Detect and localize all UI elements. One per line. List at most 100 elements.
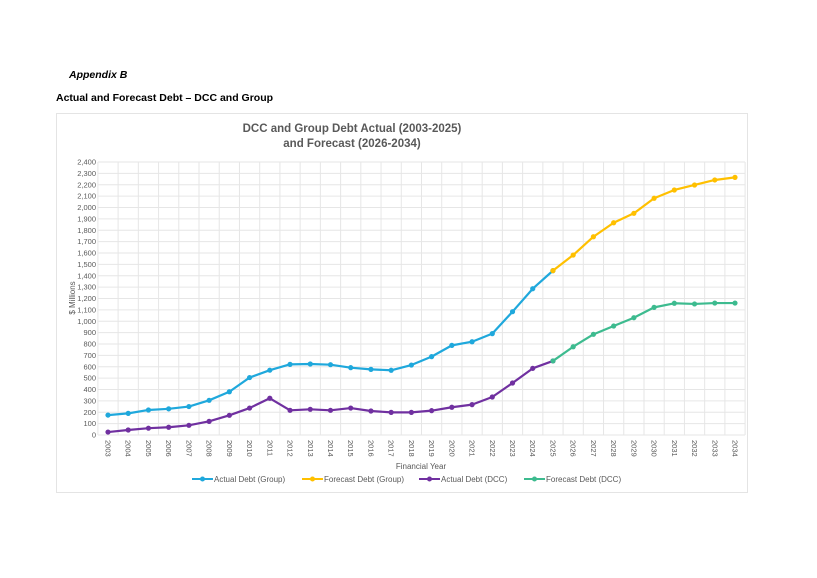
data-point xyxy=(469,339,475,345)
data-point xyxy=(509,309,516,315)
legend-label: Forecast Debt (DCC) xyxy=(546,475,621,484)
x-tick-label: 2023 xyxy=(508,440,517,457)
y-tick-label: 2,200 xyxy=(77,180,96,189)
data-point xyxy=(611,220,617,226)
legend-item: Forecast Debt (Group) xyxy=(302,475,404,484)
x-tick-label: 2015 xyxy=(346,440,355,457)
data-point xyxy=(671,300,677,306)
chart-frame xyxy=(56,113,748,493)
x-tick-label: 2008 xyxy=(205,440,214,457)
data-point xyxy=(226,389,232,395)
x-tick-label: 2034 xyxy=(731,440,740,457)
data-point xyxy=(368,366,374,372)
data-point xyxy=(145,425,152,431)
x-axis-ticks: 2003 2004 2005 2006 2007 2008 2009 2010 2011 2012… xyxy=(104,440,740,457)
data-point xyxy=(226,412,232,418)
x-tick-label: 2004 xyxy=(124,440,133,457)
x-tick-label: 2021 xyxy=(468,440,477,457)
y-tick-label: 800 xyxy=(83,340,96,349)
data-point xyxy=(489,331,495,337)
data-point xyxy=(267,367,273,373)
y-tick-label: 100 xyxy=(83,419,96,428)
y-tick-label: 1,900 xyxy=(77,214,96,223)
x-tick-label: 2027 xyxy=(589,440,598,457)
x-tick-label: 2005 xyxy=(144,440,153,457)
x-tick-label: 2026 xyxy=(569,440,578,457)
x-tick-label: 2018 xyxy=(407,440,416,457)
data-point xyxy=(105,412,111,418)
data-point xyxy=(712,300,718,306)
x-tick-label: 2024 xyxy=(528,440,537,457)
data-point xyxy=(691,182,698,188)
data-point xyxy=(631,210,637,216)
series-actual-debt-dcc xyxy=(105,358,556,435)
legend-marker xyxy=(200,476,205,482)
y-tick-label: 1,300 xyxy=(77,283,96,292)
data-point xyxy=(489,394,495,400)
data-point xyxy=(590,234,597,240)
data-point xyxy=(712,177,718,183)
data-point xyxy=(287,361,293,367)
x-tick-label: 2033 xyxy=(710,440,719,457)
y-tick-label: 300 xyxy=(83,396,96,405)
y-tick-label: 1,700 xyxy=(77,237,96,246)
legend-item: Actual Debt (DCC) xyxy=(419,475,508,484)
data-point xyxy=(429,408,435,414)
x-tick-label: 2030 xyxy=(650,440,659,457)
data-point xyxy=(570,344,576,350)
legend: Actual Debt (Group) Forecast Debt (Group)… xyxy=(192,475,621,484)
chart-title-line1: DCC and Group Debt Actual (2003-2025) xyxy=(243,123,462,135)
data-point xyxy=(631,315,637,321)
y-tick-label: 2,300 xyxy=(77,169,96,178)
y-axis-ticks: 0 100 200 300 400 500 600 700 800 900 1,000 1,100 1,… xyxy=(77,158,96,440)
y-tick-label: 200 xyxy=(83,408,96,417)
legend-marker xyxy=(427,476,432,482)
data-point xyxy=(186,422,192,428)
y-tick-label: 400 xyxy=(83,385,96,394)
data-point xyxy=(186,403,192,410)
data-point xyxy=(732,300,738,306)
data-point xyxy=(691,301,698,307)
x-tick-label: 2022 xyxy=(488,440,497,457)
x-tick-label: 2031 xyxy=(670,440,679,457)
x-tick-label: 2003 xyxy=(104,440,113,457)
legend-label: Actual Debt (DCC) xyxy=(441,475,508,484)
data-point xyxy=(327,407,334,413)
y-tick-label: 1,600 xyxy=(77,249,96,258)
legend-item: Actual Debt (Group) xyxy=(192,475,285,484)
data-point xyxy=(206,397,212,403)
data-point xyxy=(732,174,738,180)
y-tick-label: 2,400 xyxy=(77,158,96,167)
legend-label: Forecast Debt (Group) xyxy=(324,475,404,484)
data-point xyxy=(651,304,657,310)
y-tick-label: 1,500 xyxy=(77,260,96,269)
data-point xyxy=(287,407,293,413)
data-point xyxy=(307,406,313,412)
y-axis-label: $ Millions xyxy=(68,281,77,314)
data-point xyxy=(408,362,414,368)
x-tick-label: 2017 xyxy=(387,440,396,457)
x-tick-label: 2019 xyxy=(427,440,436,457)
x-tick-label: 2025 xyxy=(548,440,557,457)
data-point xyxy=(368,408,374,414)
data-point xyxy=(348,405,354,411)
data-point xyxy=(327,362,334,368)
data-point xyxy=(429,354,435,360)
x-tick-label: 2009 xyxy=(225,440,234,457)
x-tick-label: 2010 xyxy=(245,440,254,457)
data-point xyxy=(651,195,657,201)
y-tick-label: 900 xyxy=(83,328,96,337)
y-tick-label: 1,000 xyxy=(77,317,96,326)
appendix-label: Appendix B xyxy=(69,69,128,81)
y-tick-label: 0 xyxy=(92,431,96,440)
data-point xyxy=(145,407,152,413)
data-point xyxy=(469,402,475,408)
series-line xyxy=(107,359,554,434)
y-tick-label: 1,200 xyxy=(77,294,96,303)
data-point xyxy=(611,323,617,329)
y-tick-label: 2,000 xyxy=(77,203,96,212)
y-tick-label: 600 xyxy=(83,362,96,371)
x-tick-label: 2020 xyxy=(447,440,456,457)
gridlines xyxy=(97,161,746,436)
